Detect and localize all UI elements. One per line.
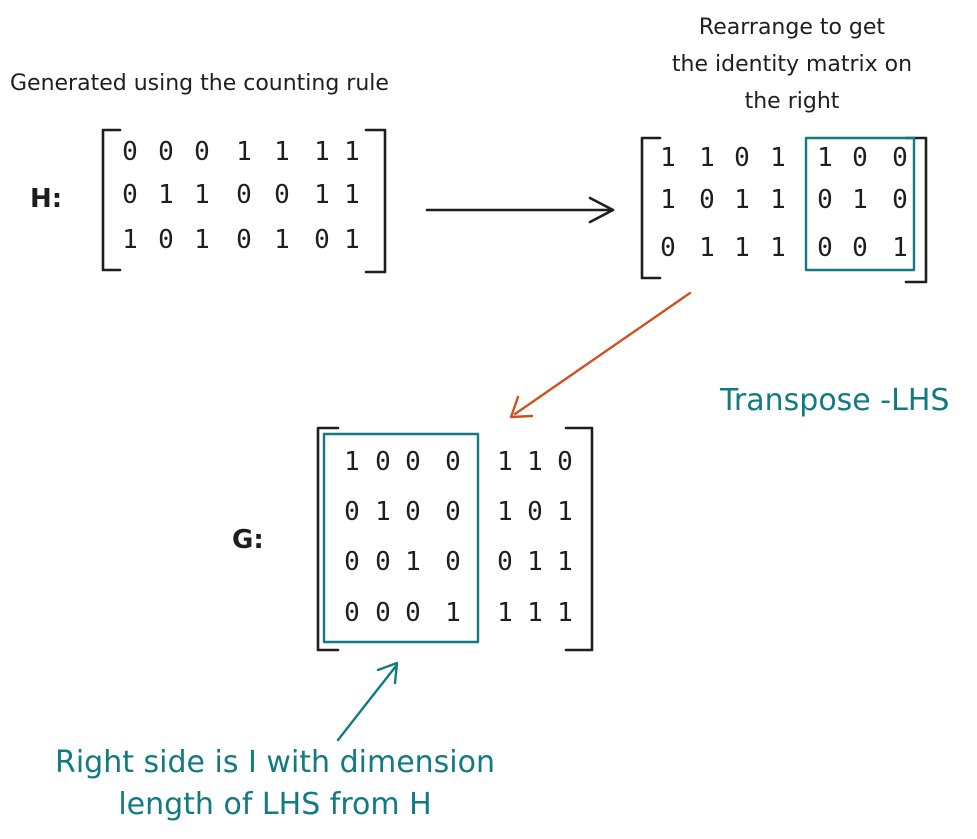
h-rearranged-cell-r2-c6: 1: [852, 185, 868, 215]
rearrange-caption-line-1: Rearrange to get: [699, 15, 886, 40]
h-cell-r3-c7: 1: [344, 225, 360, 255]
g-cell-r2-c7: 1: [557, 497, 573, 527]
h-cell-r2-c6: 1: [314, 180, 330, 210]
h-cell-r1-c1: 0: [122, 137, 138, 167]
generated-caption: Generated using the counting rule: [10, 71, 389, 96]
g-cell-r3-c6: 1: [527, 547, 543, 577]
g-cell-r4-c5: 1: [497, 598, 513, 628]
h-rearranged-cell-r3-c6: 0: [852, 233, 868, 263]
h-rearranged-cell-r3-c4: 1: [770, 233, 786, 263]
h-cell-r1-c7: 1: [344, 137, 360, 167]
h-cell-r3-c2: 0: [158, 225, 174, 255]
h-cell-r2-c4: 0: [236, 180, 252, 210]
h-rearranged-cell-r1-c7: 0: [892, 143, 908, 173]
h-cell-r2-c5: 0: [274, 180, 290, 210]
h-cell-r3-c1: 1: [122, 225, 138, 255]
identity-highlight-box: [804, 136, 916, 272]
g-cell-r3-c2: 0: [375, 547, 391, 577]
g-cell-r3-c5: 0: [497, 547, 513, 577]
lhs-highlight-box: [322, 432, 480, 644]
h-rearranged-cell-r2-c5: 0: [817, 185, 833, 215]
h-rearranged-cell-r3-c3: 1: [734, 233, 750, 263]
bottom-note-line-2: length of LHS from H: [118, 787, 431, 822]
h-rearranged-cell-r1-c3: 0: [734, 143, 750, 173]
h-rearranged-cell-r2-c2: 0: [699, 185, 715, 215]
g-cell-r1-c4: 0: [445, 447, 461, 477]
h-matrix: 0 0 0 1 1 1 10 1 1 0 0 1 11 0 1 0 1 0 1: [122, 137, 360, 255]
transpose-arrow: [509, 291, 692, 419]
g-right-bracket: [564, 426, 594, 652]
g-matrix: 1 0 0 0 1 1 00 1 0 0 1 0 10 0 1 0 0 1 10 0 0 1 1 1 1: [344, 447, 573, 628]
g-cell-r1-c7: 0: [557, 447, 573, 477]
g-cell-r1-c3: 0: [405, 447, 421, 477]
h-label: H:: [30, 184, 62, 214]
h-rearranged-cell-r1-c1: 1: [660, 143, 676, 173]
rearrange-arrow: [425, 196, 615, 224]
bottom-note-line-1: Right side is I with dimension: [55, 745, 495, 780]
h-right-bracket: [364, 128, 387, 274]
h-rearranged-cell-r1-c4: 1: [770, 143, 786, 173]
h-rearranged-cell-r3-c5: 0: [817, 233, 833, 263]
h-cell-r2-c3: 1: [194, 180, 210, 210]
g-cell-r3-c3: 1: [405, 547, 421, 577]
h-cell-r2-c2: 1: [158, 180, 174, 210]
g-cell-r1-c5: 1: [497, 447, 513, 477]
g-cell-r3-c4: 0: [445, 547, 461, 577]
g-cell-r4-c1: 0: [344, 598, 360, 628]
g-cell-r2-c3: 0: [405, 497, 421, 527]
h-rearranged-cell-r2-c1: 1: [660, 185, 676, 215]
h-left-bracket: [101, 128, 122, 272]
h-rearranged-cell-r1-c6: 0: [852, 143, 868, 173]
h-cell-r1-c2: 0: [158, 137, 174, 167]
note-arrow: [336, 661, 399, 742]
g-cell-r4-c3: 0: [405, 598, 421, 628]
g-cell-r2-c6: 0: [527, 497, 543, 527]
g-cell-r4-c4: 1: [445, 598, 461, 628]
h-cell-r3-c3: 1: [194, 225, 210, 255]
h-cell-r1-c5: 1: [274, 137, 290, 167]
g-label: G:: [232, 525, 264, 555]
h-cell-r1-c6: 1: [314, 137, 330, 167]
g-cell-r3-c7: 1: [557, 547, 573, 577]
h-rearranged-cell-r3-c2: 1: [699, 233, 715, 263]
h-rearranged-right-bracket: [904, 136, 928, 284]
h-cell-r3-c6: 0: [314, 225, 330, 255]
h-cell-r1-c4: 1: [236, 137, 252, 167]
h-rearranged-cell-r2-c3: 1: [734, 185, 750, 215]
h-rearranged-cell-r2-c7: 0: [892, 185, 908, 215]
g-cell-r4-c2: 0: [375, 598, 391, 628]
g-cell-r1-c2: 0: [375, 447, 391, 477]
g-left-bracket: [316, 426, 340, 652]
rearrange-caption-line-2: the identity matrix on: [672, 52, 912, 77]
g-cell-r1-c1: 1: [344, 447, 360, 477]
h-rearranged-cell-r3-c7: 1: [892, 233, 908, 263]
h-rearranged-cell-r1-c2: 1: [699, 143, 715, 173]
g-cell-r3-c1: 0: [344, 547, 360, 577]
g-cell-r2-c2: 1: [375, 497, 391, 527]
h-cell-r2-c1: 0: [122, 180, 138, 210]
g-cell-r1-c6: 1: [527, 447, 543, 477]
rearrange-caption: Rearrange to get the identity matrix on …: [672, 15, 912, 114]
g-cell-r2-c1: 0: [344, 497, 360, 527]
g-cell-r2-c5: 1: [497, 497, 513, 527]
h-rearranged-cell-r3-c1: 0: [660, 233, 676, 263]
h-rearranged-matrix: 1 1 0 1 1 0 01 0 1 1 0 1 00 1 1 1 0 0 1: [660, 143, 908, 263]
g-cell-r4-c6: 1: [527, 598, 543, 628]
g-cell-r2-c4: 0: [445, 497, 461, 527]
g-cell-r4-c7: 1: [557, 598, 573, 628]
transpose-note: Transpose -LHS: [719, 383, 949, 418]
bottom-note: Right side is I with dimension length of…: [55, 745, 495, 822]
h-rearranged-left-bracket: [640, 136, 662, 280]
h-rearranged-cell-r1-c5: 1: [817, 143, 833, 173]
h-cell-r2-c7: 1: [344, 180, 360, 210]
h-cell-r3-c5: 1: [274, 225, 290, 255]
h-rearranged-cell-r2-c4: 1: [770, 185, 786, 215]
h-cell-r3-c4: 0: [236, 225, 252, 255]
rearrange-caption-line-3: the right: [745, 89, 840, 114]
h-cell-r1-c3: 0: [194, 137, 210, 167]
